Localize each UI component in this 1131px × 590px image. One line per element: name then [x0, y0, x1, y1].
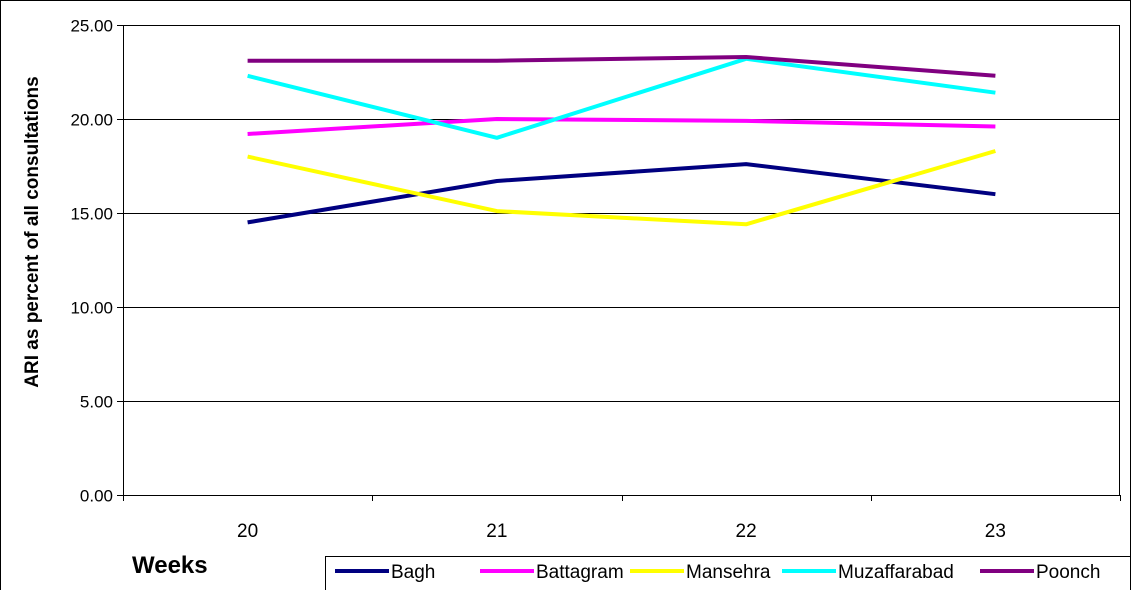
x-axis-label: Weeks	[132, 552, 208, 579]
y-tick-label: 10.00	[70, 299, 113, 318]
series-line-mansehra	[247, 149, 996, 227]
y-tick-label: 15.00	[70, 205, 113, 224]
y-tick-label: 25.00	[70, 17, 113, 36]
legend-label: Battagram	[536, 562, 624, 583]
legend-label: Poonch	[1036, 562, 1100, 583]
axes	[117, 25, 1121, 501]
series-line-poonch	[247, 55, 996, 78]
y-tick-label: 20.00	[70, 111, 113, 130]
x-tick-label: 23	[985, 521, 1006, 542]
x-tick-label: 22	[736, 521, 757, 542]
series-line-battagram	[247, 117, 996, 136]
series-lines	[247, 55, 996, 227]
y-tick-label: 5.00	[80, 393, 113, 412]
x-tick-label: 20	[237, 521, 258, 542]
legend-box	[325, 556, 1131, 590]
y-tick-label: 0.00	[80, 487, 113, 506]
legend-label: Mansehra	[686, 562, 771, 583]
legend: Bagh Battagram Mansehra Muzaffarabad Poonch	[325, 556, 1131, 590]
y-axis-label: ARI as percent of all consultations	[22, 76, 43, 387]
tick-labels: 0.00 5.00 10.00 15.00 20.00 25.00 20 21 22 23	[70, 17, 1005, 543]
series-line-muzaffarabad	[247, 56, 996, 140]
legend-label: Muzaffarabad	[838, 562, 954, 583]
series-line-bagh	[247, 162, 996, 225]
x-tick-label: 21	[486, 521, 507, 542]
legend-label: Bagh	[391, 562, 435, 583]
